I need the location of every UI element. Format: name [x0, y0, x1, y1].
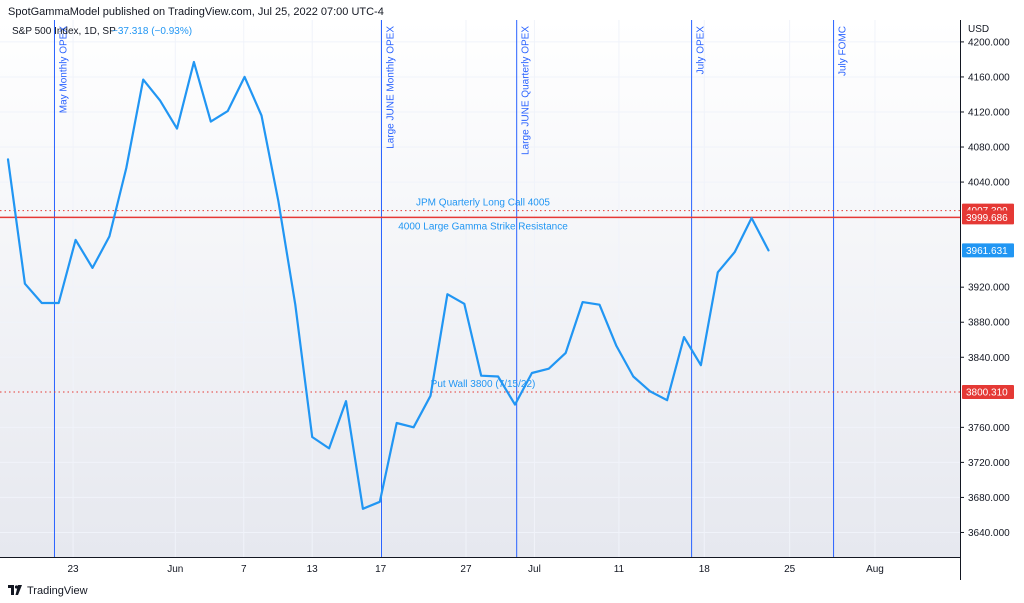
grid — [0, 20, 960, 557]
event-label: Large JUNE Monthly OPEX — [385, 26, 396, 149]
y-tick-label: 3640.000 — [968, 528, 1010, 539]
y-tick-label: 3840.000 — [968, 353, 1010, 364]
event-label: July OPEX — [696, 26, 707, 75]
y-tick-label: 3880.000 — [968, 318, 1010, 329]
chart-legend[interactable]: S&P 500 Index, 1D, SP −37.318 (−0.93%) — [12, 26, 192, 37]
price-axis-labels: 4200.000 4160.000 4120.000 4080.000 4040.000… — [960, 37, 1010, 539]
y-tick-label: 3920.000 — [968, 283, 1010, 294]
x-tick-label: Jun — [167, 564, 183, 575]
y-tick-label: 4080.000 — [968, 143, 1010, 154]
price-tag-label: 3961.631 — [966, 246, 1008, 257]
event-lines: May Monthly OPEX Large JUNE Monthly OPEX L… — [53, 20, 849, 557]
y-tick-label: 4200.000 — [968, 37, 1010, 48]
y-tick-label: 3720.000 — [968, 458, 1010, 469]
tradingview-brand: TradingView — [27, 585, 88, 597]
x-tick-label: 23 — [68, 564, 80, 575]
x-tick-label: 27 — [460, 564, 472, 575]
time-axis-labels: 23 Jun 7 13 17 27 Jul 11 18 25 Aug — [68, 564, 884, 575]
level-label: Put Wall 3800 (7/15/22) — [431, 379, 536, 390]
time-axis-background[interactable] — [0, 557, 960, 580]
series-line — [6, 60, 770, 510]
footer[interactable]: TradingView — [8, 582, 88, 600]
price-axis-background[interactable] — [960, 20, 1024, 580]
y-tick-label: 4160.000 — [968, 72, 1010, 83]
y-tick-label: 3760.000 — [968, 423, 1010, 434]
x-tick-label: 7 — [241, 564, 247, 575]
x-tick-label: 17 — [375, 564, 387, 575]
legend-change: −37.318 (−0.93%) — [112, 26, 192, 37]
x-tick-label: Aug — [866, 564, 884, 575]
level-label: JPM Quarterly Long Call 4005 — [416, 198, 550, 209]
price-tag-label: 3999.686 — [966, 213, 1008, 224]
level-label: 4000 Large Gamma Strike Resistance — [398, 221, 568, 232]
x-tick-label: 25 — [784, 564, 796, 575]
x-tick-label: 18 — [699, 564, 711, 575]
price-line — [6, 60, 770, 510]
x-tick-label: Jul — [528, 564, 541, 575]
event-label: Large JUNE Quarterly OPEX — [521, 26, 532, 155]
price-tag — [962, 210, 1014, 225]
x-tick-label: 11 — [614, 564, 625, 575]
tradingview-logo-icon — [8, 585, 22, 595]
y-tick-label: 4120.000 — [968, 107, 1010, 118]
price-chart[interactable]: May Monthly OPEX Large JUNE Monthly OPEX L… — [0, 20, 1024, 580]
y-tick-label: 4040.000 — [968, 178, 1010, 189]
level-lines: JPM Quarterly Long Call 4005 4000 Large G… — [0, 198, 960, 393]
x-tick-label: 13 — [307, 564, 319, 575]
event-label: May Monthly OPEX — [58, 26, 69, 114]
plot-background — [0, 20, 960, 557]
currency-label: USD — [968, 24, 989, 35]
published-info: SpotGammaModel published on TradingView.… — [8, 6, 384, 18]
price-tag-label: 3800.310 — [966, 388, 1008, 399]
event-label: July FOMC — [838, 26, 849, 76]
price-tag — [962, 385, 1014, 400]
y-tick-label: 3680.000 — [968, 493, 1010, 504]
legend-symbol: S&P 500 Index, 1D, SP — [12, 26, 116, 37]
price-tag — [962, 243, 1014, 258]
